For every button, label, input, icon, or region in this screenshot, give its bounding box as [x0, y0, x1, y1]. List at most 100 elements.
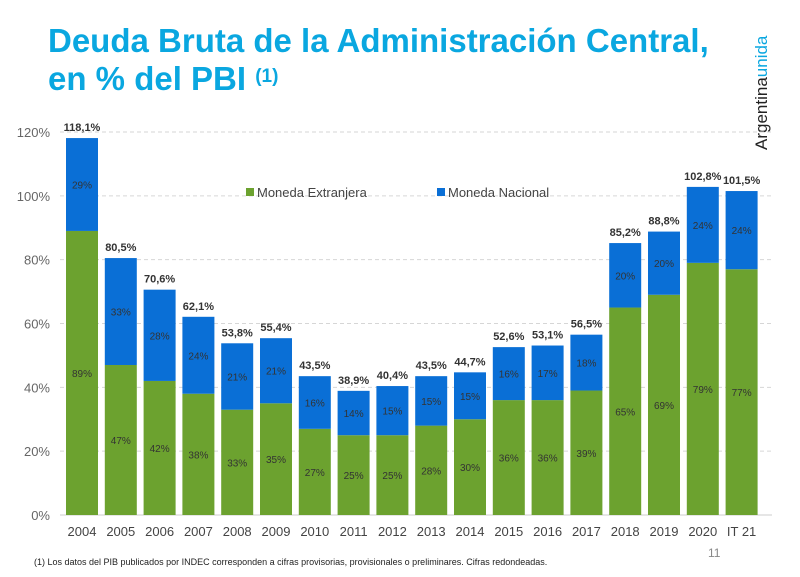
x-tick-label: 2015 [494, 524, 523, 539]
total-label: 43,5% [299, 360, 330, 372]
bar-segment [221, 343, 254, 410]
bar-segment [454, 372, 486, 420]
segment-label: 36% [499, 454, 519, 465]
bar-segment [143, 289, 176, 381]
x-tick-label: 2004 [68, 524, 97, 539]
segment-label: 14% [344, 409, 364, 420]
segment-label: 16% [305, 398, 325, 409]
x-tick-label: 2007 [184, 524, 213, 539]
x-tick-label: 2011 [340, 524, 368, 539]
bar-segment [648, 294, 680, 515]
legend-label: Moneda Extranjera [257, 185, 368, 200]
segment-label: 36% [538, 454, 558, 465]
x-tick-label: 2005 [106, 524, 135, 539]
y-tick-label: 60% [24, 317, 50, 332]
bar-segment [570, 334, 603, 391]
segment-label: 29% [72, 181, 92, 192]
y-tick-label: 0% [31, 508, 50, 523]
bar-segment [725, 191, 758, 270]
total-label: 118,1% [64, 122, 101, 134]
segment-label: 25% [344, 471, 364, 482]
total-label: 43,5% [416, 360, 447, 372]
bar-segment [415, 425, 448, 515]
segment-label: 39% [576, 449, 596, 460]
bar-segment [415, 376, 448, 426]
segment-label: 42% [150, 444, 170, 455]
bar-segment [686, 262, 719, 515]
legend-swatch [437, 188, 445, 196]
segment-label: 21% [266, 367, 286, 378]
bar-segment [376, 435, 409, 515]
segment-label: 15% [421, 397, 441, 408]
segment-label: 18% [576, 359, 596, 370]
segment-label: 33% [227, 458, 247, 469]
total-label: 53,8% [222, 327, 253, 339]
legend-swatch [246, 188, 254, 196]
total-label: 52,6% [493, 331, 524, 343]
legend-label: Moneda Nacional [448, 185, 549, 200]
segment-label: 89% [72, 369, 92, 380]
segment-label: 47% [111, 436, 131, 447]
x-tick-label: 2017 [572, 524, 601, 539]
total-label: 62,1% [183, 301, 214, 313]
total-label: 55,4% [260, 322, 291, 334]
x-tick-label: 2016 [533, 524, 562, 539]
segment-label: 20% [615, 271, 635, 282]
y-tick-label: 40% [24, 380, 50, 395]
x-tick-label: 2018 [611, 524, 640, 539]
x-tick-label: 2019 [650, 524, 679, 539]
total-label: 102,8% [684, 171, 722, 183]
segment-label: 30% [460, 463, 480, 474]
y-tick-label: 20% [24, 444, 50, 459]
bar-segment [570, 390, 603, 515]
segment-label: 25% [382, 471, 402, 482]
bar-segment [182, 316, 215, 394]
segment-label: 24% [188, 351, 208, 362]
bar-segment [221, 409, 254, 515]
bar-segment [298, 428, 331, 515]
segment-label: 65% [615, 407, 635, 418]
bar-segment [531, 345, 564, 401]
segment-label: 33% [111, 308, 131, 319]
x-tick-label: 2020 [688, 524, 717, 539]
bar-segment [609, 243, 642, 308]
total-label: 70,6% [144, 274, 175, 286]
segment-label: 24% [732, 226, 752, 237]
x-tick-label: 2006 [145, 524, 174, 539]
total-label: 44,7% [454, 356, 485, 368]
segment-label: 28% [150, 331, 170, 342]
y-tick-label: 100% [17, 189, 51, 204]
x-tick-label: 2010 [300, 524, 329, 539]
y-tick-label: 120% [17, 125, 51, 140]
bar-segment [337, 390, 370, 436]
total-label: 40,4% [377, 370, 408, 382]
bar-segment [104, 258, 137, 365]
bar-segment [376, 386, 409, 436]
total-label: 88,8% [648, 216, 679, 228]
total-label: 38,9% [338, 375, 369, 387]
segment-label: 77% [732, 388, 752, 399]
total-label: 56,5% [571, 319, 602, 331]
bar-segment [298, 376, 331, 429]
segment-label: 24% [693, 221, 713, 232]
total-label: 85,2% [610, 227, 641, 239]
x-tick-label: 2009 [262, 524, 291, 539]
x-tick-label: 2013 [417, 524, 446, 539]
bar-segment [609, 307, 642, 515]
bar-segment [454, 419, 486, 515]
segment-label: 38% [188, 450, 208, 461]
segment-label: 20% [654, 259, 674, 270]
page-number: 11 [708, 546, 721, 560]
bar-segment [492, 347, 525, 401]
bar-segment [104, 364, 137, 515]
segment-label: 17% [538, 369, 558, 380]
bar-segment [66, 138, 98, 231]
total-label: 53,1% [532, 330, 563, 342]
total-label: 101,5% [723, 175, 761, 187]
bar-segment [648, 231, 680, 295]
segment-label: 15% [460, 392, 480, 403]
segment-label: 16% [499, 370, 519, 381]
segment-label: 27% [305, 468, 325, 479]
segment-label: 69% [654, 401, 674, 412]
